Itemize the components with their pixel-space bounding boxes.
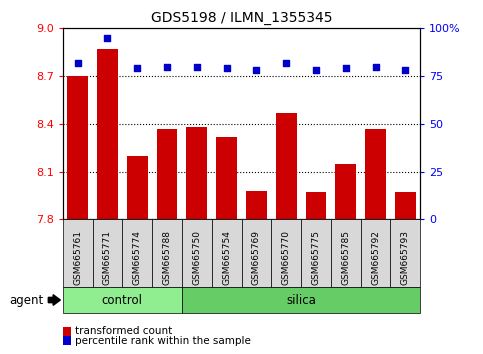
Text: GSM665788: GSM665788	[163, 230, 171, 285]
Text: GDS5198 / ILMN_1355345: GDS5198 / ILMN_1355345	[151, 11, 332, 25]
Text: GSM665754: GSM665754	[222, 230, 231, 285]
Text: GSM665770: GSM665770	[282, 230, 291, 285]
Point	[401, 68, 409, 73]
Text: percentile rank within the sample: percentile rank within the sample	[75, 336, 251, 346]
Point	[133, 65, 141, 71]
Bar	[276, 113, 297, 219]
Text: GSM665792: GSM665792	[371, 230, 380, 285]
Bar	[67, 76, 88, 219]
Text: GSM665750: GSM665750	[192, 230, 201, 285]
Text: transformed count: transformed count	[75, 326, 172, 336]
Point	[372, 64, 380, 69]
Text: GSM665774: GSM665774	[133, 230, 142, 285]
Text: GSM665775: GSM665775	[312, 230, 320, 285]
Text: agent: agent	[10, 293, 44, 307]
Bar	[127, 156, 148, 219]
Bar	[216, 137, 237, 219]
Text: GSM665769: GSM665769	[252, 230, 261, 285]
Bar	[306, 193, 327, 219]
Point	[74, 60, 82, 65]
Bar	[395, 193, 416, 219]
Point	[223, 65, 230, 71]
Point	[193, 64, 201, 69]
Text: GSM665785: GSM665785	[341, 230, 350, 285]
Bar	[97, 49, 118, 219]
Bar	[156, 129, 177, 219]
Bar	[335, 164, 356, 219]
Point	[104, 35, 112, 41]
Bar	[186, 127, 207, 219]
Point	[312, 68, 320, 73]
Text: control: control	[102, 293, 143, 307]
Bar	[365, 129, 386, 219]
Point	[253, 68, 260, 73]
Bar	[246, 191, 267, 219]
Point	[282, 60, 290, 65]
Point	[342, 65, 350, 71]
Text: GSM665771: GSM665771	[103, 230, 112, 285]
Text: silica: silica	[286, 293, 316, 307]
Point	[163, 64, 171, 69]
Text: GSM665761: GSM665761	[73, 230, 82, 285]
Text: GSM665793: GSM665793	[401, 230, 410, 285]
